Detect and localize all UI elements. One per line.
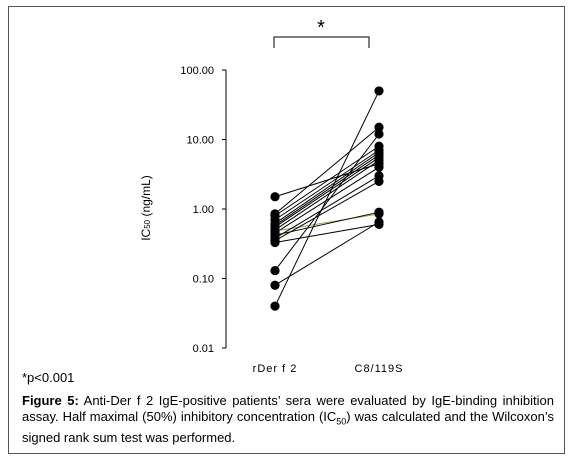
pair-line	[274, 90, 380, 307]
pair-line	[274, 180, 380, 242]
y-tick-label: 10.00	[186, 135, 214, 147]
point-c8-119s	[374, 155, 384, 166]
point-rderf2	[270, 280, 280, 290]
data-points	[270, 86, 384, 311]
y-axis-label: IC50 (ng/mL)	[139, 175, 153, 241]
pair-line	[274, 157, 380, 228]
point-c8-119s	[374, 217, 384, 227]
figure-frame	[8, 6, 565, 454]
pair-lines	[274, 90, 380, 307]
point-c8-119s	[374, 122, 384, 132]
y-tick-label: 0.10	[193, 274, 214, 286]
pair-line	[274, 152, 380, 224]
pair-line	[274, 160, 380, 231]
point-c8-119s	[374, 162, 384, 172]
figure-caption: Figure 5: Anti-Der f 2 IgE-positive pati…	[22, 393, 554, 446]
pair-line	[274, 126, 380, 215]
y-axis: 0.01 0.10 1.00 10.00 100.00 rDer f 2 C8/119S	[180, 65, 404, 375]
point-rderf2	[270, 237, 280, 248]
pair-line	[274, 223, 380, 243]
caption-text: Anti-Der f 2 IgE-positive patients’ sera…	[22, 393, 554, 445]
p-value-note: *p<0.001	[22, 370, 75, 385]
point-rderf2	[270, 192, 280, 202]
x-category-label: C8/119S	[355, 363, 404, 375]
point-rderf2	[270, 301, 280, 311]
pair-line	[274, 149, 380, 221]
pair-line	[274, 154, 380, 226]
point-rderf2	[270, 265, 280, 276]
pair-line	[274, 221, 380, 286]
point-c8-119s	[374, 176, 384, 186]
caption-label: Figure 5:	[22, 393, 79, 408]
significance-bracket: *	[273, 17, 370, 48]
point-c8-119s	[374, 129, 384, 139]
pair-line	[274, 145, 380, 217]
significance-star: *	[317, 17, 325, 39]
y-tick-label: 0.01	[193, 343, 214, 355]
point-c8-119s	[374, 86, 384, 96]
pair-line	[274, 175, 380, 239]
pair-line	[274, 166, 380, 234]
y-tick-label: 1.00	[193, 204, 214, 216]
bracket-line	[273, 36, 370, 48]
y-tick-label: 100.00	[180, 65, 214, 77]
x-category-label: rDer f 2	[253, 363, 298, 375]
pair-line	[274, 133, 380, 271]
point-c8-119s	[374, 207, 384, 217]
